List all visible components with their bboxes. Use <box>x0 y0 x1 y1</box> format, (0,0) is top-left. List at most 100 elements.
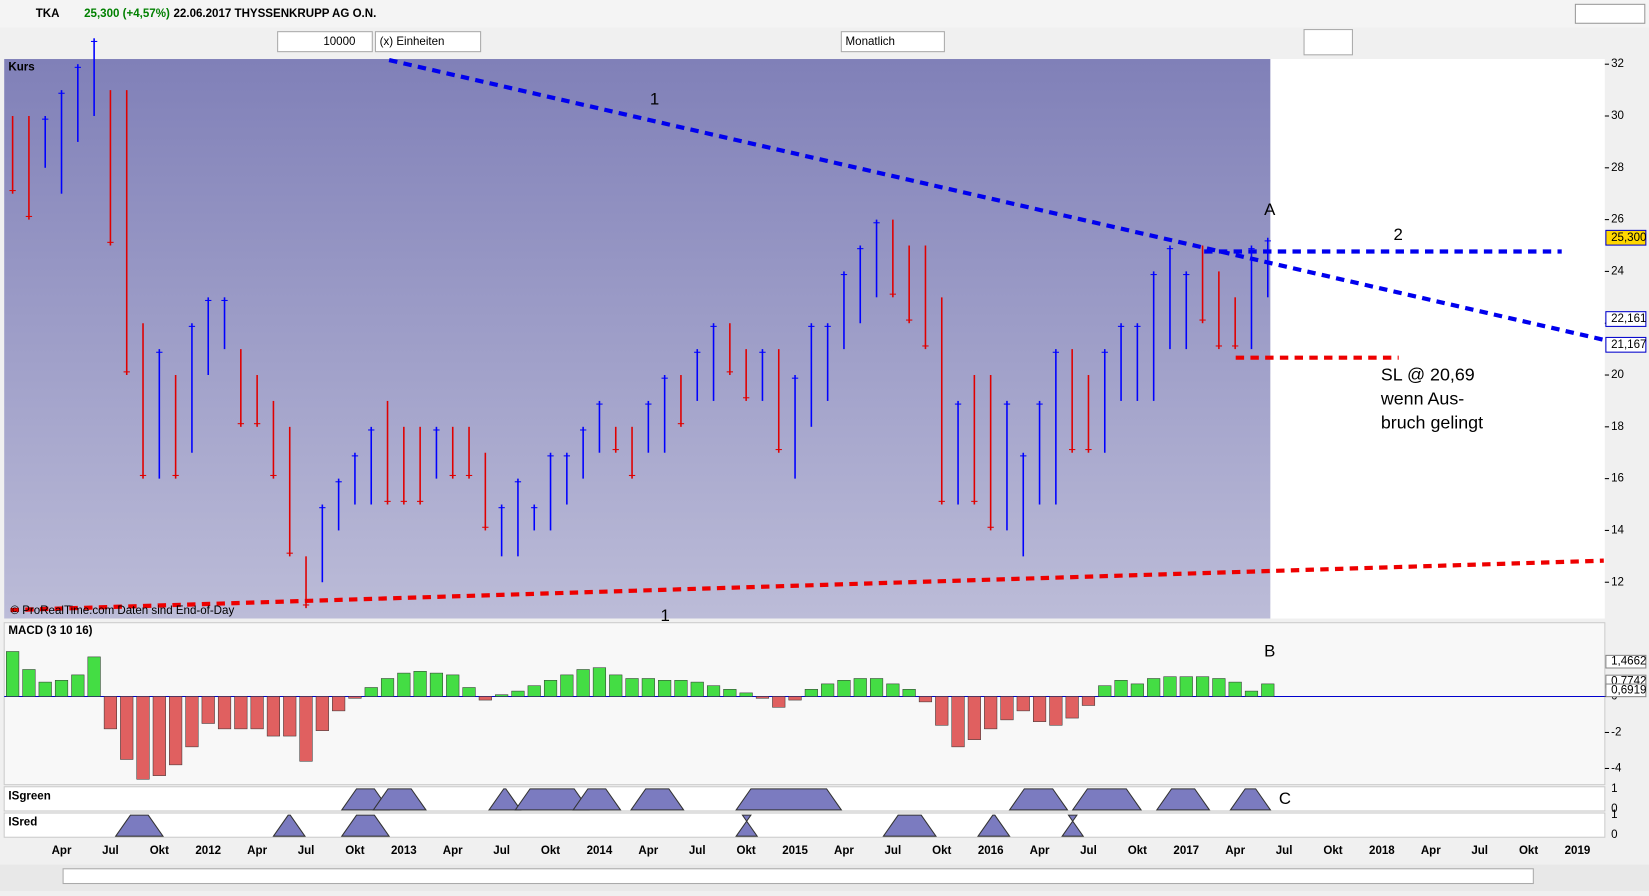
annotation: 1 <box>650 89 659 108</box>
histogram-bar <box>723 689 737 697</box>
histogram-bar <box>527 685 541 697</box>
x-tick-label: Jul <box>689 845 706 857</box>
x-tick-label: Jul <box>1276 845 1293 857</box>
y-tick-label: 14 <box>1611 524 1624 536</box>
y-tick-label: 16 <box>1611 473 1624 485</box>
histogram-bar <box>462 687 476 697</box>
annotation: C <box>1279 789 1291 808</box>
histogram-bar <box>495 694 509 697</box>
signal-shape <box>1061 814 1085 837</box>
y-tick-label: 26 <box>1611 214 1624 226</box>
histogram-bar <box>543 680 558 697</box>
x-tick-label: Jul <box>493 845 510 857</box>
histogram-bar <box>87 656 101 697</box>
trend-lines <box>10 58 1605 613</box>
price-panel-bg <box>4 59 1271 619</box>
x-tick-label: Jul <box>298 845 315 857</box>
histogram-bar <box>886 683 900 697</box>
signal-shape <box>372 788 427 811</box>
annotation: 2 <box>1393 225 1402 244</box>
histogram-bar <box>609 674 623 697</box>
histogram-bar <box>315 696 329 731</box>
quantity-input[interactable] <box>277 31 373 53</box>
window-controls[interactable] <box>1574 3 1646 24</box>
histogram-bar <box>1261 683 1275 697</box>
y-tick-label: 32 <box>1611 58 1624 70</box>
histogram-bar <box>6 651 20 697</box>
chart-style-button[interactable] <box>1303 29 1353 56</box>
histogram-bar <box>511 690 525 697</box>
y-tick-label: 1 <box>1611 809 1617 821</box>
x-tick-label: Apr <box>443 845 463 857</box>
quote: 25,300 (+4,57%) <box>84 8 170 20</box>
y-tick-label: 30 <box>1611 110 1624 122</box>
histogram-bar <box>413 671 427 697</box>
x-tick-label: 2019 <box>1565 845 1591 857</box>
histogram-bar <box>1114 680 1128 697</box>
histogram-bar <box>234 696 248 730</box>
histogram-bar <box>120 696 134 760</box>
x-tick-label: Apr <box>834 845 854 857</box>
price-marker <box>1605 229 1647 246</box>
price-marker <box>1605 336 1647 353</box>
histogram-bar <box>935 696 949 726</box>
value-label: 0,6919 <box>1611 684 1646 696</box>
histogram-bar <box>478 696 492 701</box>
signal-shape <box>1008 788 1069 811</box>
histogram-bar <box>837 680 851 697</box>
y-tick-label: 12 <box>1611 576 1624 588</box>
panel-title: MACD (3 10 16) <box>8 625 92 637</box>
histogram-bar <box>739 692 753 697</box>
histogram-bar <box>706 685 721 697</box>
histogram-bar <box>625 678 639 697</box>
x-tick-label: Okt <box>1323 845 1342 857</box>
histogram-bar <box>283 696 297 737</box>
y-tick-label: 18 <box>1611 421 1624 433</box>
histogram-bar <box>755 696 770 699</box>
x-tick-label: 2014 <box>587 845 613 857</box>
panel-title: ISred <box>8 817 37 829</box>
histogram-bar <box>1016 696 1030 712</box>
y-tick-label: 0 <box>1611 803 1617 815</box>
signal-shape <box>1071 788 1143 811</box>
histogram-bar <box>332 696 346 712</box>
y-tick-label: -4 <box>1611 763 1622 775</box>
signal-shape <box>735 814 759 837</box>
x-tick-label: Okt <box>932 845 951 857</box>
signal-shape <box>114 814 165 837</box>
annotation: B <box>1264 642 1275 661</box>
histogram-bar <box>984 696 998 730</box>
future-area <box>1270 59 1605 619</box>
note: bruch gelingt <box>1381 413 1483 433</box>
signal-shape <box>735 788 843 811</box>
x-tick-label: Jul <box>885 845 902 857</box>
x-tick-label: 2017 <box>1173 845 1199 857</box>
histogram-bar <box>54 680 69 697</box>
x-tick-label: Apr <box>1421 845 1441 857</box>
histogram-bar <box>1163 676 1177 697</box>
histogram-bar <box>804 689 818 697</box>
isred-panel-bg <box>3 812 1606 838</box>
annotation: A <box>1264 200 1276 219</box>
histogram-bar <box>1147 678 1161 697</box>
histogram-bar <box>658 680 672 697</box>
period-dropdown[interactable] <box>840 31 945 53</box>
signal-shape <box>1155 788 1211 811</box>
histogram-bar <box>429 672 444 697</box>
units-dropdown[interactable] <box>374 31 482 53</box>
histogram-bar <box>641 678 655 697</box>
histogram-bar <box>185 696 199 748</box>
x-tick-label: Apr <box>638 845 658 857</box>
histogram-bar <box>674 680 688 697</box>
histogram-bar <box>1244 690 1259 697</box>
period: Monatlich <box>846 36 895 48</box>
histogram-bar <box>1179 676 1193 697</box>
histogram-bar <box>918 696 933 703</box>
y-tick-label: 28 <box>1611 162 1624 174</box>
scrollbar[interactable] <box>62 868 1534 885</box>
histogram-bar <box>788 696 802 701</box>
histogram-bar <box>1195 676 1210 697</box>
symbol: TKA <box>36 8 60 20</box>
histogram-bar <box>560 674 574 697</box>
